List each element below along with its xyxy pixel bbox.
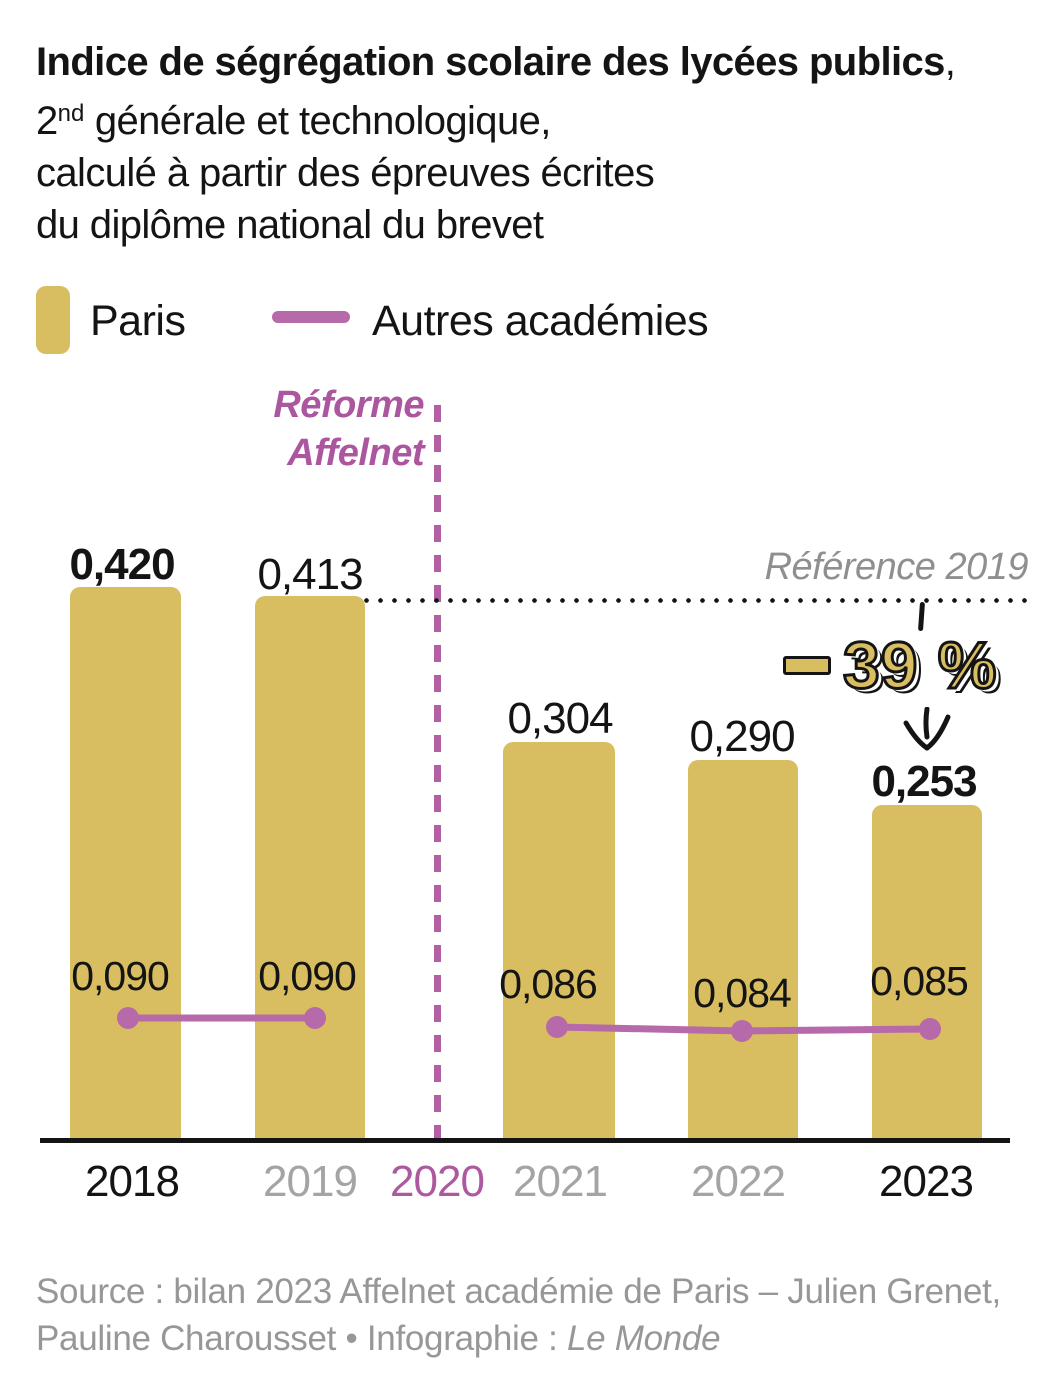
line-value-2021: 0,086 [499, 961, 598, 1007]
reforme-affelnet-annotation: Réforme Affelnet [273, 381, 424, 477]
bar-2021 [503, 742, 615, 1140]
title-line-3: calculé à partir des épreuves écrites [36, 151, 655, 195]
source-line-2: Pauline Charousset • Infographie : Le Mo… [36, 1315, 1001, 1362]
line-point-2021 [546, 1016, 568, 1038]
bar-value-2022: 0,290 [689, 712, 795, 761]
title-line-2: 2nd générale et technologique, [36, 88, 955, 147]
line-point-2023 [919, 1018, 941, 1040]
source-line-1: Source : bilan 2023 Affelnet académie de… [36, 1272, 1001, 1311]
bar-2023 [872, 805, 982, 1140]
line-point-2022 [731, 1020, 753, 1042]
autres-line-swatch-icon [272, 311, 350, 323]
bar-2019 [255, 596, 365, 1140]
line-value-2019: 0,090 [258, 953, 357, 999]
title-main-text: Indice de ségrégation scolaire des lycée… [36, 40, 945, 84]
x-label-2023: 2023 [879, 1157, 974, 1206]
line-value-2022: 0,084 [693, 970, 792, 1016]
source-credit: Source : bilan 2023 Affelnet académie de… [36, 1268, 1001, 1362]
reference-2019-label: Référence 2019 [764, 546, 1029, 588]
reforme-dashed-line [434, 405, 441, 1153]
minus-sign-icon [783, 655, 831, 675]
x-axis-line [40, 1138, 1010, 1143]
reference-dotted-line [364, 598, 1030, 603]
legend-label-autres: Autres académies [372, 297, 709, 345]
title-grade-number: 2 [36, 99, 58, 143]
chart-title: Indice de ségrégation scolaire des lycée… [36, 36, 956, 251]
bar-2022 [688, 760, 798, 1140]
x-label-2022: 2022 [691, 1157, 786, 1206]
line-value-2023: 0,085 [870, 958, 969, 1004]
down-arrow-icon [903, 707, 951, 751]
title-grade-rest: générale et technologique, [84, 99, 552, 143]
paris-bar-swatch-icon [36, 286, 70, 354]
line-point-2019 [304, 1007, 326, 1029]
line-value-2018: 0,090 [71, 953, 170, 999]
change-callout: 39 % [783, 628, 998, 702]
reforme-line-1: Réforme [273, 384, 424, 426]
source-line-2-text: Pauline Charousset • Infographie : [36, 1319, 567, 1358]
bar-value-2018: 0,420 [69, 540, 175, 589]
source-brand: Le Monde [566, 1319, 721, 1358]
title-line-4: du diplôme national du brevet [36, 203, 544, 247]
reforme-line-2: Affelnet [287, 432, 424, 474]
line-point-2018 [117, 1007, 139, 1029]
bar-value-2023: 0,253 [871, 757, 977, 806]
bar-value-2019: 0,413 [257, 550, 363, 599]
legend-label-paris: Paris [90, 297, 186, 345]
title-grade-superscript: nd [57, 100, 85, 127]
x-label-2018: 2018 [85, 1157, 180, 1206]
bar-2018 [70, 587, 181, 1140]
title-comma: , [944, 40, 956, 84]
x-label-2021: 2021 [513, 1157, 608, 1206]
bar-value-2021: 0,304 [507, 694, 613, 743]
title-line-1: Indice de ségrégation scolaire des lycée… [36, 36, 956, 88]
x-label-2019: 2019 [263, 1157, 358, 1206]
change-percentage: 39 % [841, 628, 998, 702]
x-label-2020: 2020 [390, 1157, 485, 1206]
